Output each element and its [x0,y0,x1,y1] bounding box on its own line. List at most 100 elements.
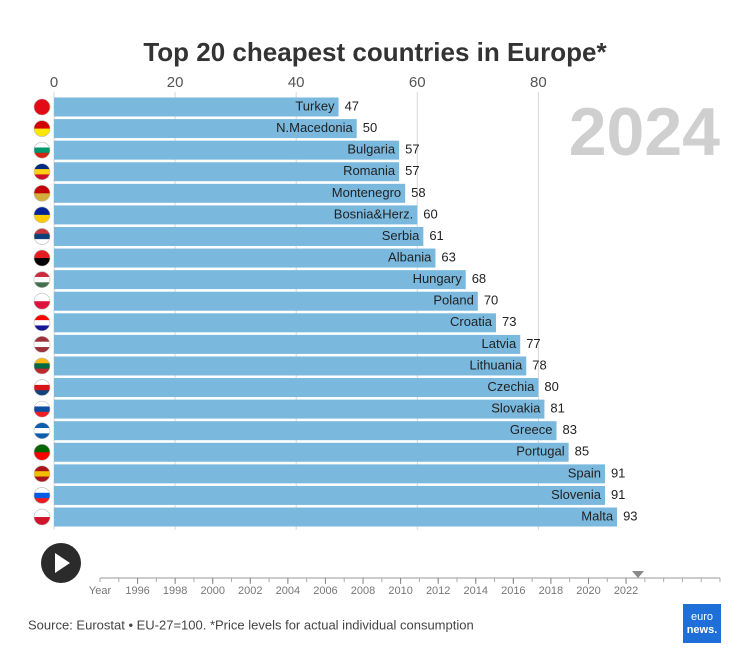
flag-stripe [34,368,50,374]
bar [54,356,527,376]
timeline-tick-label: 2018 [539,585,563,597]
flag-border [33,336,51,353]
category-label: N.Macedonia [276,120,353,135]
flag-stripe [34,384,50,391]
flag-stripe [34,174,50,180]
value-label: 91 [611,465,625,480]
timeline-tick-label: 2016 [501,585,525,597]
flag-stripe [34,214,50,223]
flag-stripe [34,509,50,518]
x-tick-label: 20 [167,74,184,91]
value-label: 91 [611,487,625,502]
flag-border [33,487,51,504]
flag-stripe [34,336,50,343]
flag-stripe [34,492,50,499]
value-label: 57 [405,142,419,157]
bar [54,421,557,441]
play-icon[interactable] [55,553,70,573]
bar [54,248,436,268]
flag-stripe [34,107,50,115]
bar [54,442,569,462]
flag-stripe [34,325,50,331]
bar [54,205,418,225]
value-label: 60 [423,206,437,221]
bar [54,507,618,527]
flag-border [33,443,51,461]
flag-stripe [34,239,50,245]
timeline-tick-label: 2000 [200,585,224,597]
flag-stripe [34,363,50,370]
category-label: Slovenia [551,487,602,502]
flag-stripe [34,357,50,364]
flag-border [33,508,51,526]
category-label: Serbia [382,228,420,243]
timeline-tick-label: 2006 [313,585,337,597]
flag-stripe [34,99,50,108]
flag-border [33,379,51,396]
flag-stripe [34,401,50,407]
flag-stripe [34,476,50,482]
logo-box [683,604,721,643]
x-tick-label: 40 [288,74,305,91]
play-button[interactable] [41,543,81,583]
timeline-tick-label: 1998 [163,585,187,597]
flag-border [33,422,51,440]
category-label: Malta [581,508,614,523]
flag-border [33,163,51,181]
flag-stripe [34,452,50,461]
bar [54,485,605,505]
flag-stripe [34,233,50,240]
flag-stripe [34,498,50,504]
bar [54,140,400,160]
bar [54,291,478,311]
category-label: Lithuania [469,357,523,372]
x-tick-label: 60 [409,74,426,91]
value-label: 68 [472,271,486,286]
flag-stripe [34,379,50,386]
flag-stripe [34,193,50,202]
category-label: Poland [433,293,473,308]
timeline-tick-label: 2014 [464,585,488,597]
bar [54,183,406,203]
logo-text: euro [691,611,713,623]
flag-stripe [34,422,50,429]
flag-stripe [34,341,50,348]
category-label: Czechia [487,379,535,394]
bar [54,378,539,398]
value-label: 61 [429,228,443,243]
category-label: Montenegro [332,185,401,200]
flag-border [33,357,51,375]
value-label: 80 [544,379,558,394]
flag-stripe [34,258,50,267]
plot: 0 20 40 60 80 Turkey 47 N.Macedonia 50 Bulgaria 57… [33,74,721,597]
timeline-tick-label: 2008 [351,585,375,597]
category-label: Spain [568,465,601,480]
category-label: Hungary [413,271,463,286]
value-label: 57 [405,163,419,178]
timeline-tick-label: 2020 [576,585,600,597]
category-label: Slovakia [491,401,541,416]
flag-stripe [34,390,50,396]
flag-border [33,314,51,332]
value-label: 83 [563,422,577,437]
x-tick-label: 80 [530,74,547,91]
value-label: 77 [526,336,540,351]
value-label: 58 [411,185,425,200]
timeline-marker[interactable] [632,571,644,578]
flag-border [33,400,51,418]
flag-border [33,98,51,116]
category-label: Albania [388,249,432,264]
flag-stripe [34,301,50,310]
x-tick-label: 0 [50,74,58,91]
flag-border [33,292,51,310]
category-label: Bosnia&Herz. [334,206,413,221]
flag-border [33,120,51,137]
flag-stripe [34,517,50,526]
bar [54,226,424,246]
flag-stripe [34,152,50,159]
flag-stripe [34,128,50,137]
bar [54,399,545,419]
bar [54,162,400,182]
flag-stripe [34,271,50,278]
